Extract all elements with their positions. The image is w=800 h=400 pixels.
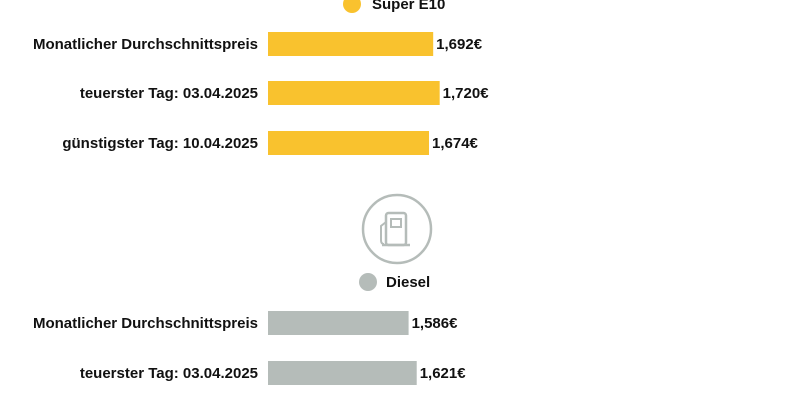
diesel-bars: Monatlicher Durchschnittspreis 1,586€ teue… <box>33 311 466 385</box>
legend-label-diesel: Diesel <box>386 274 430 291</box>
legend-swatch-diesel <box>359 273 377 291</box>
legend-super-e10: Super E10 <box>343 0 445 13</box>
super-e10-value-label: 1,720€ <box>443 85 490 102</box>
diesel-value-label: 1,586€ <box>412 315 459 332</box>
diesel-bar <box>268 311 409 335</box>
super-e10-value-label: 1,674€ <box>432 135 479 152</box>
legend-swatch-super-e10 <box>343 0 361 13</box>
super-e10-category-label: teuerster Tag: 03.04.2025 <box>80 85 258 102</box>
super-e10-category-label: günstigster Tag: 10.04.2025 <box>62 135 258 152</box>
diesel-category-label: Monatlicher Durchschnittspreis <box>33 315 258 332</box>
super-e10-bar <box>268 81 440 105</box>
legend-diesel: Diesel <box>359 273 430 291</box>
diesel-value-label: 1,621€ <box>420 365 467 382</box>
diesel-bar <box>268 361 417 385</box>
super-e10-bar <box>268 131 430 155</box>
super-e10-bars: Monatlicher Durchschnittspreis 1,692€ teue… <box>33 32 489 155</box>
super-e10-bar <box>268 32 434 56</box>
super-e10-category-label: Monatlicher Durchschnittspreis <box>33 36 258 53</box>
super-e10-value-label: 1,692€ <box>436 36 483 53</box>
legend-label-super-e10: Super E10 <box>372 0 445 13</box>
fuel-pump-icon <box>361 193 433 265</box>
diesel-category-label: teuerster Tag: 03.04.2025 <box>80 365 258 382</box>
